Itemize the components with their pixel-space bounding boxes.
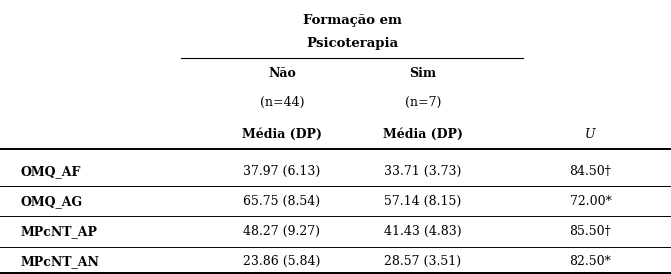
Text: 82.50*: 82.50* bbox=[570, 255, 611, 268]
Text: Sim: Sim bbox=[409, 67, 436, 81]
Text: 41.43 (4.83): 41.43 (4.83) bbox=[384, 225, 462, 238]
Text: 33.71 (3.73): 33.71 (3.73) bbox=[384, 165, 462, 178]
Text: OMQ_AG: OMQ_AG bbox=[20, 195, 83, 208]
Text: 65.75 (8.54): 65.75 (8.54) bbox=[244, 195, 320, 208]
Text: U: U bbox=[585, 128, 596, 141]
Text: 37.97 (6.13): 37.97 (6.13) bbox=[243, 165, 321, 178]
Text: (n=44): (n=44) bbox=[260, 96, 304, 109]
Text: 85.50†: 85.50† bbox=[570, 225, 611, 238]
Text: Média (DP): Média (DP) bbox=[382, 128, 463, 141]
Text: MPcNT_AN: MPcNT_AN bbox=[20, 255, 99, 268]
Text: 48.27 (9.27): 48.27 (9.27) bbox=[244, 225, 320, 238]
Text: MPcNT_AP: MPcNT_AP bbox=[20, 225, 97, 238]
Text: Não: Não bbox=[268, 67, 296, 81]
Text: 28.57 (3.51): 28.57 (3.51) bbox=[384, 255, 461, 268]
Text: OMQ_AF: OMQ_AF bbox=[20, 165, 81, 178]
Text: 84.50†: 84.50† bbox=[570, 165, 611, 178]
Text: Formação em: Formação em bbox=[303, 14, 402, 27]
Text: 72.00*: 72.00* bbox=[570, 195, 611, 208]
Text: (n=7): (n=7) bbox=[405, 96, 441, 109]
Text: Média (DP): Média (DP) bbox=[242, 128, 322, 141]
Text: Psicoterapia: Psicoterapia bbox=[306, 37, 399, 50]
Text: 57.14 (8.15): 57.14 (8.15) bbox=[384, 195, 462, 208]
Text: 23.86 (5.84): 23.86 (5.84) bbox=[243, 255, 321, 268]
